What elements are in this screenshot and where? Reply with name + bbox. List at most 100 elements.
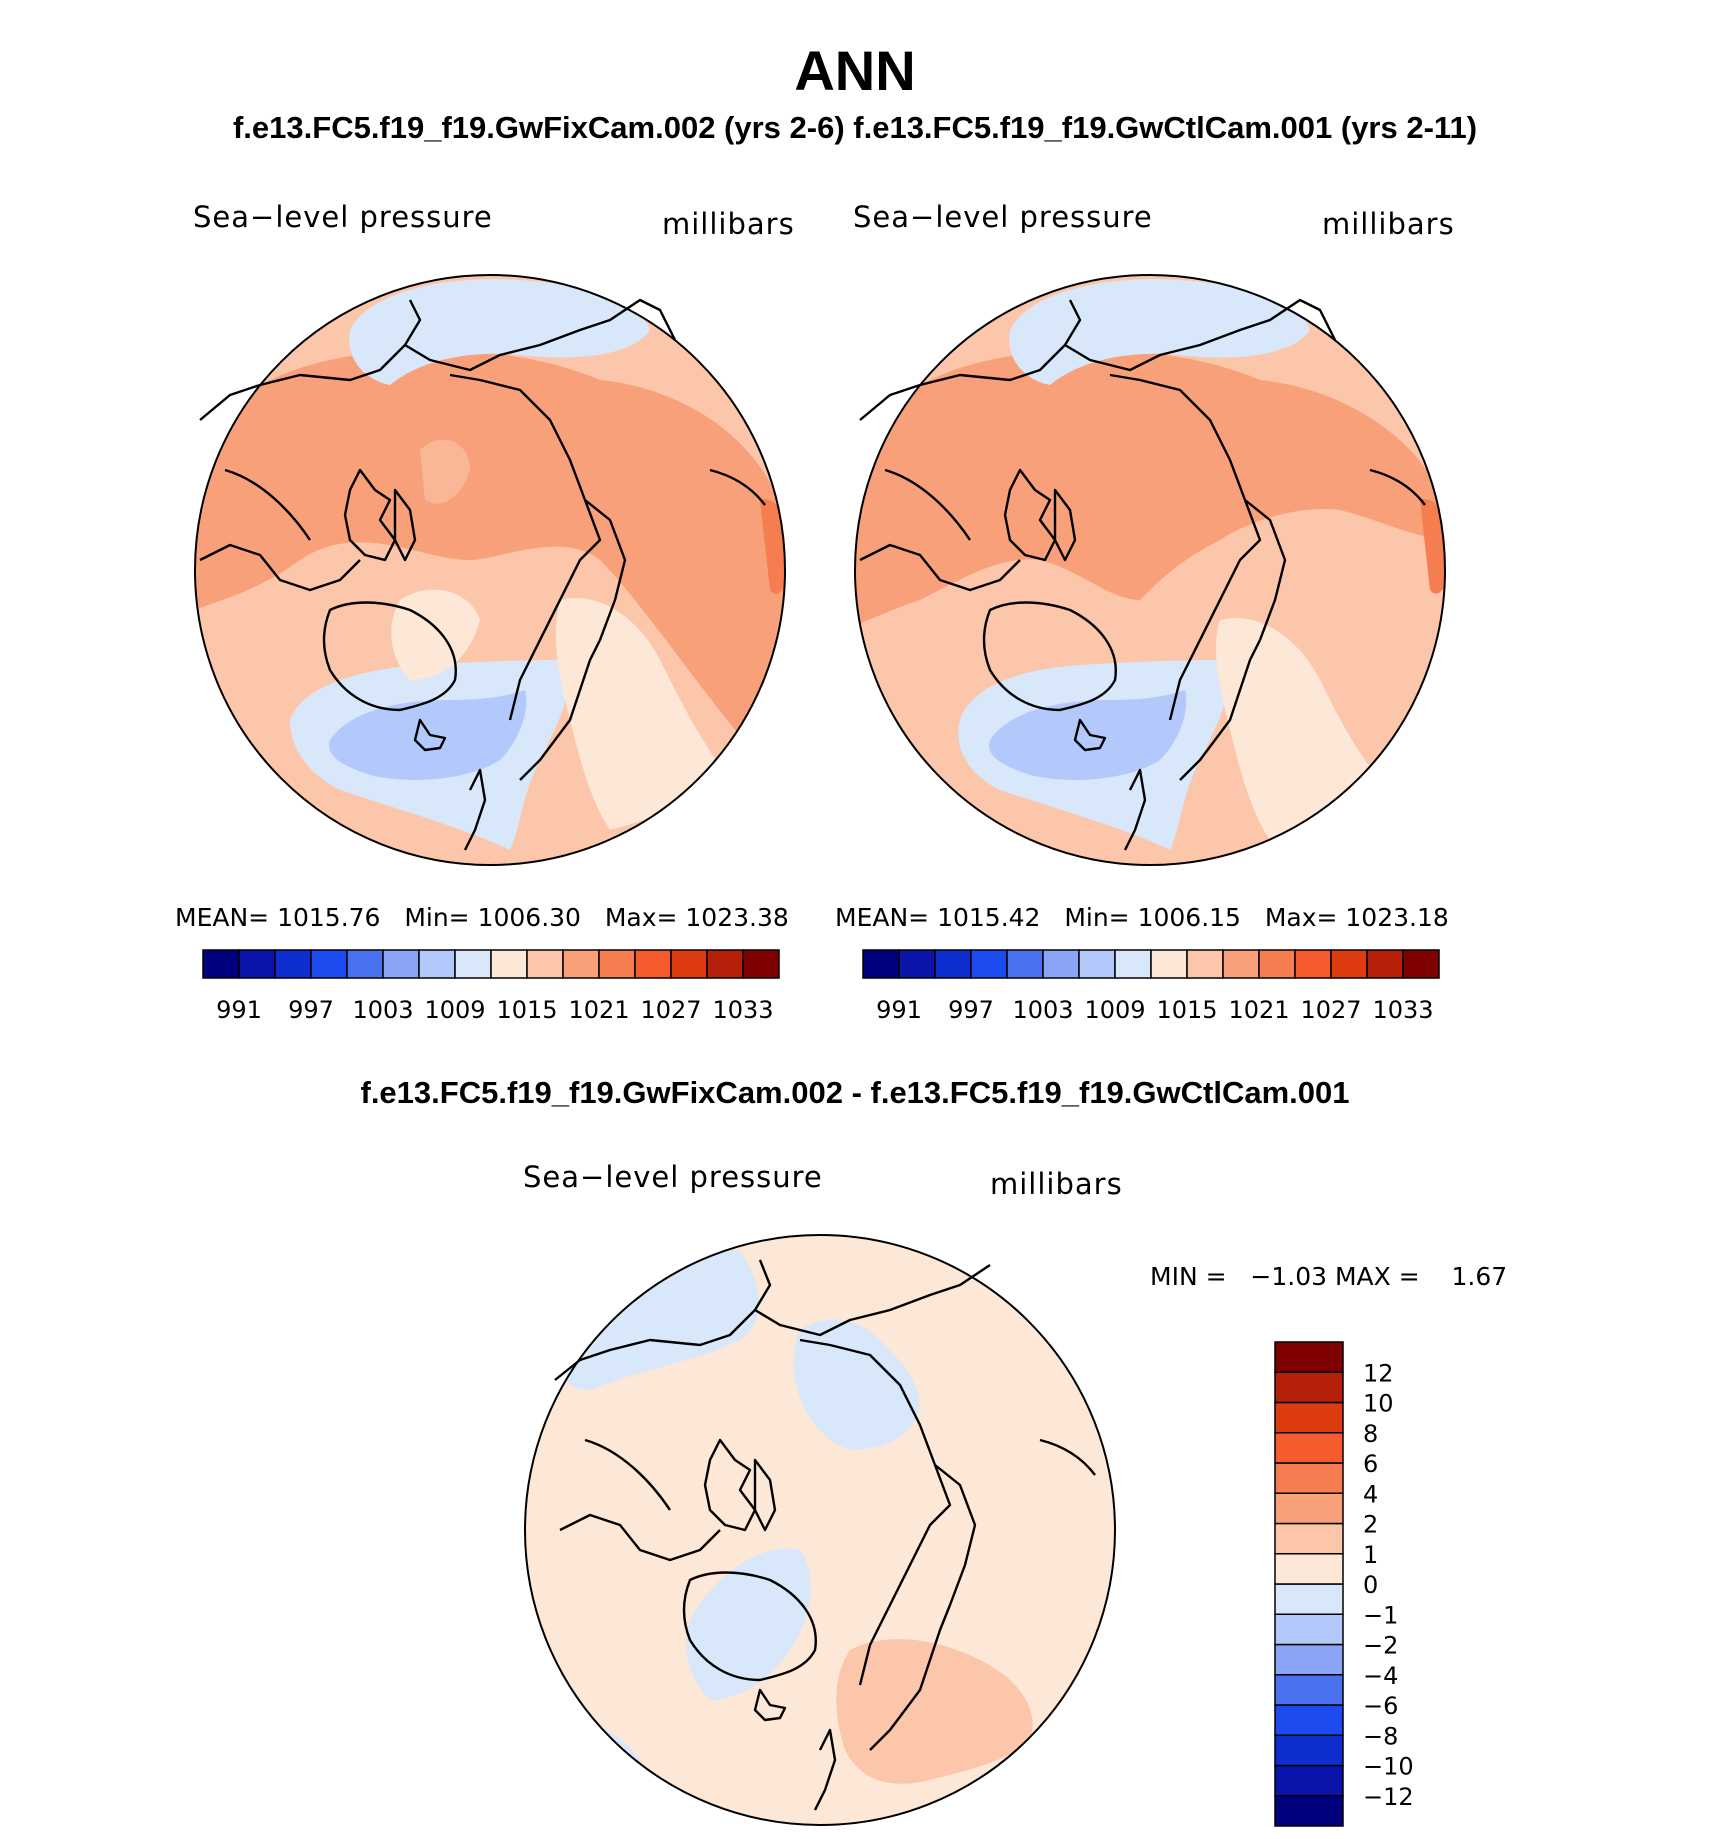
case-titles: f.e13.FC5.f19_f19.GwFixCam.002 (yrs 2-6)… [232,110,1478,145]
panel2-min-value: 1006.15 [1137,903,1241,932]
colorbar1-tick-label: 991 [216,996,262,1024]
colorbar3-swatch [1274,1704,1344,1736]
colorbar3-tick-label: 8 [1363,1420,1378,1448]
colorbar3-swatch [1274,1432,1344,1464]
colorbar2-swatch [934,949,972,979]
colorbar1-swatch [274,949,312,979]
panel3-units-label: millibars [990,1167,1123,1201]
colorbar3-tick-label: 6 [1363,1450,1378,1478]
colorbar1-tick-label: 1015 [496,996,557,1024]
colorbar3-swatch [1274,1643,1344,1676]
colorbar2-swatch [1078,949,1116,979]
colorbar2-tick-label: 991 [876,996,922,1024]
colorbar2-swatch [1294,949,1332,979]
panel3-min-label: MIN = [1150,1262,1227,1291]
colorbar1-tick-label: 1009 [424,996,485,1024]
colorbar1-swatch [670,949,708,979]
colorbar3-swatch [1274,1341,1344,1373]
colorbar2-swatch [1114,949,1152,979]
colorbar2-swatch [1222,949,1260,979]
colorbar1-swatch [490,949,528,979]
colorbar1-swatch [382,949,420,979]
colorbar3-swatch [1274,1492,1344,1525]
panel2-stats: MEAN= 1015.42 Min= 1006.15 Max= 1023.18 [835,903,1449,932]
colorbar2-swatch [862,949,900,979]
colorbar3-tick-label: −8 [1363,1722,1398,1750]
colorbar1-swatch [742,949,780,979]
colorbar3-tick-label: −10 [1363,1753,1414,1781]
colorbar1-swatch [454,949,492,979]
panel2-max-label: Max= [1264,903,1338,932]
difference-title: f.e13.FC5.f19_f19.GwFixCam.002 - f.e13.F… [360,1075,1350,1110]
colorbar1-swatch [310,949,348,979]
colorbar3-swatch [1274,1734,1344,1767]
colorbar3-swatch [1274,1764,1344,1797]
map-difference [524,1234,1116,1826]
colorbar2-tick-label: 997 [948,996,994,1024]
colorbar1-tick-label: 997 [288,996,334,1024]
colorbar2-swatch [898,949,936,979]
colorbar2-swatch [1042,949,1080,979]
colorbar1-swatch [634,949,672,979]
panel3-stats: MIN = −1.03 MAX = 1.67 [1150,1262,1507,1291]
colorbar2-swatch [1150,949,1188,979]
map-fix-case [194,274,786,866]
colorbar3-tick-label: 1 [1363,1541,1378,1569]
colorbar-control-case: 991 997 1003 1009 1015 1021 1027 1033 [862,949,1440,1024]
colorbar3-tick-label: −2 [1363,1632,1398,1660]
colorbar2-tick-label: 1033 [1372,996,1433,1024]
colorbar1-swatch [418,949,456,979]
panel3-max-label: MAX = [1334,1262,1420,1291]
panel2-units-label: millibars [1322,207,1455,241]
panel2-variable-label: Sea−level pressure [853,200,1153,234]
panel3-min-value: −1.03 [1250,1262,1328,1291]
colorbar2-swatch [970,949,1008,979]
colorbar3-swatch [1274,1795,1344,1827]
colorbar1-tick-label: 1021 [568,996,629,1024]
panel1-mean-value: 1015.76 [277,903,381,932]
panel1-min-label: Min= [404,903,470,932]
colorbar1-swatch [526,949,564,979]
colorbar2-tick-label: 1003 [1012,996,1073,1024]
colorbar3-tick-label: −12 [1363,1783,1414,1811]
colorbar1-swatch [346,949,384,979]
colorbar3-tick-label: 4 [1363,1480,1378,1508]
colorbar3-swatch [1274,1553,1344,1585]
colorbar1-swatch [562,949,600,979]
figure-title: ANN [794,39,916,102]
colorbar1-tick-label: 1027 [640,996,701,1024]
panel1-min-value: 1006.30 [477,903,581,932]
panel2-min-label: Min= [1064,903,1130,932]
panel1-max-label: Max= [604,903,678,932]
colorbar2-swatch [1186,949,1224,979]
colorbar3-tick-label: 12 [1363,1359,1394,1387]
colorbar3-swatch [1274,1371,1344,1404]
colorbar3-tick-label: −6 [1363,1692,1398,1720]
colorbar3-swatch [1274,1522,1344,1555]
panel2-mean-value: 1015.42 [937,903,1041,932]
panel2-mean-label: MEAN= [835,903,930,932]
colorbar3-swatch [1274,1401,1344,1434]
map-control-case [854,274,1446,866]
colorbar2-tick-label: 1009 [1084,996,1145,1024]
colorbar2-swatch [1402,949,1440,979]
colorbar2-swatch [1258,949,1296,979]
colorbar1-swatch [238,949,276,979]
colorbar1-swatch [598,949,636,979]
colorbar1-tick-label: 1003 [352,996,413,1024]
colorbar-fix-case: 991 997 1003 1009 1015 1021 1027 1033 [202,949,780,1024]
colorbar2-swatch [1330,949,1368,979]
colorbar3-tick-label: 10 [1363,1390,1394,1418]
panel3-variable-label: Sea−level pressure [523,1160,823,1194]
panel1-units-label: millibars [662,207,795,241]
colorbar2-swatch [1006,949,1044,979]
panel1-stats: MEAN= 1015.76 Min= 1006.30 Max= 1023.38 [175,903,789,932]
panel1-mean-label: MEAN= [175,903,270,932]
colorbar3-tick-label: 0 [1363,1571,1378,1599]
colorbar1-tick-label: 1033 [712,996,773,1024]
panel1-variable-label: Sea−level pressure [193,200,493,234]
colorbar3-tick-label: −4 [1363,1662,1398,1690]
colorbar3-swatch [1274,1613,1344,1646]
